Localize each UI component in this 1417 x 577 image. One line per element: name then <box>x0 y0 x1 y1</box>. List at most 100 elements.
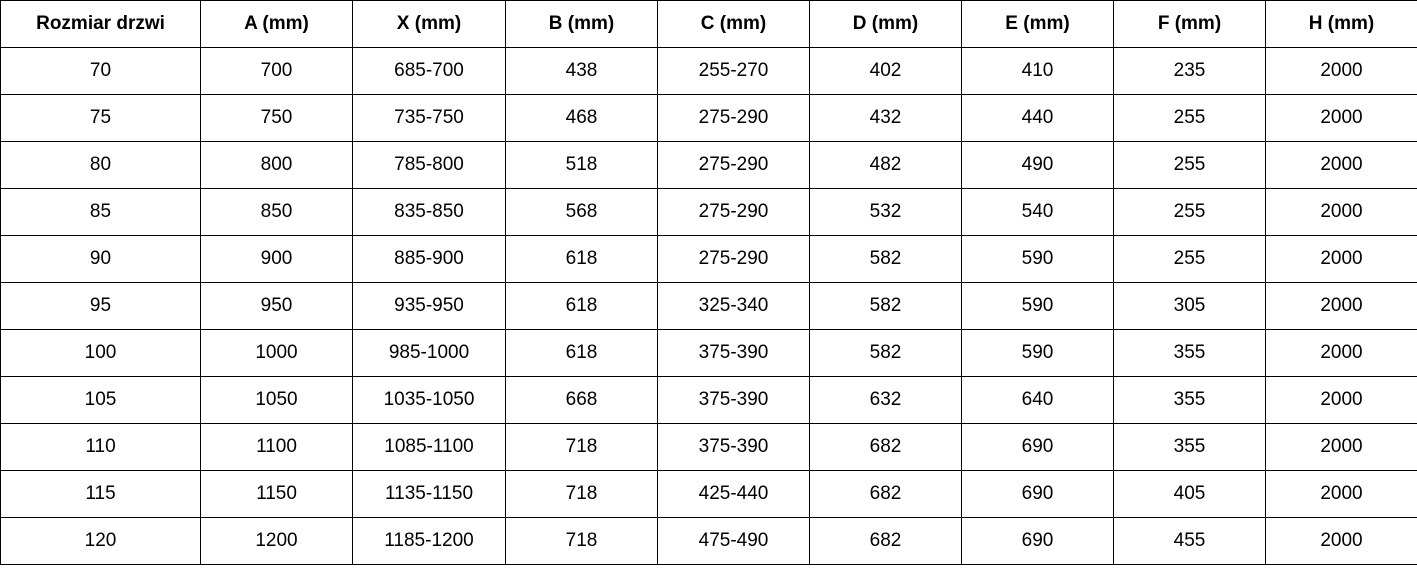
table-row: 100 1000 985-1000 618 375-390 582 590 355 2000 <box>0 329 1417 377</box>
table-cell: 582 <box>809 235 962 283</box>
table-row: 90 900 885-900 618 275-290 582 590 255 2000 <box>0 235 1417 283</box>
table-cell: 668 <box>505 376 658 424</box>
table-cell: 255 <box>1113 235 1266 283</box>
table-cell: 375-390 <box>657 329 810 377</box>
table-cell: 750 <box>200 94 353 142</box>
table-row: 110 1100 1085-1100 718 375-390 682 690 355 2000 <box>0 423 1417 471</box>
table-cell: 568 <box>505 188 658 236</box>
table-cell: 690 <box>961 517 1114 565</box>
table-cell: 518 <box>505 141 658 189</box>
table-cell: 355 <box>1113 329 1266 377</box>
table-cell: 120 <box>0 517 201 565</box>
table-row: 95 950 935-950 618 325-340 582 590 305 2000 <box>0 282 1417 330</box>
table-cell: 2000 <box>1265 235 1417 283</box>
table-cell: 438 <box>505 47 658 95</box>
column-header: B (mm) <box>505 0 658 48</box>
table-cell: 540 <box>961 188 1114 236</box>
column-header: E (mm) <box>961 0 1114 48</box>
table-cell: 275-290 <box>657 188 810 236</box>
table-cell: 255 <box>1113 94 1266 142</box>
table-cell: 718 <box>505 517 658 565</box>
table-cell: 1035-1050 <box>352 376 506 424</box>
table-cell: 690 <box>961 470 1114 518</box>
table-cell: 95 <box>0 282 201 330</box>
table-cell: 2000 <box>1265 94 1417 142</box>
table-cell: 682 <box>809 517 962 565</box>
table-cell: 590 <box>961 282 1114 330</box>
table-cell: 410 <box>961 47 1114 95</box>
table-cell: 900 <box>200 235 353 283</box>
table-cell: 490 <box>961 141 1114 189</box>
table-cell: 90 <box>0 235 201 283</box>
column-header: Rozmiar drzwi <box>0 0 201 48</box>
table-cell: 80 <box>0 141 201 189</box>
column-header: F (mm) <box>1113 0 1266 48</box>
table-cell: 85 <box>0 188 201 236</box>
table-cell: 618 <box>505 235 658 283</box>
table-cell: 532 <box>809 188 962 236</box>
table-cell: 935-950 <box>352 282 506 330</box>
table-cell: 1050 <box>200 376 353 424</box>
table-cell: 2000 <box>1265 141 1417 189</box>
table-cell: 800 <box>200 141 353 189</box>
table-cell: 640 <box>961 376 1114 424</box>
table-cell: 105 <box>0 376 201 424</box>
table-cell: 2000 <box>1265 470 1417 518</box>
table-row: 105 1050 1035-1050 668 375-390 632 640 355 2000 <box>0 376 1417 424</box>
column-header: A (mm) <box>200 0 353 48</box>
table-cell: 455 <box>1113 517 1266 565</box>
table-cell: 468 <box>505 94 658 142</box>
table-cell: 690 <box>961 423 1114 471</box>
table-cell: 70 <box>0 47 201 95</box>
table-cell: 110 <box>0 423 201 471</box>
table-cell: 402 <box>809 47 962 95</box>
table-cell: 2000 <box>1265 329 1417 377</box>
column-header: C (mm) <box>657 0 810 48</box>
table-cell: 1185-1200 <box>352 517 506 565</box>
table-cell: 2000 <box>1265 282 1417 330</box>
table-cell: 590 <box>961 329 1114 377</box>
table-cell: 1150 <box>200 470 353 518</box>
table-cell: 115 <box>0 470 201 518</box>
table-cell: 850 <box>200 188 353 236</box>
header-row: Rozmiar drzwi A (mm) X (mm) B (mm) C (mm) D (… <box>0 0 1417 48</box>
table-cell: 255 <box>1113 141 1266 189</box>
table-cell: 425-440 <box>657 470 810 518</box>
table-cell: 632 <box>809 376 962 424</box>
table-cell: 1135-1150 <box>352 470 506 518</box>
table-cell: 235 <box>1113 47 1266 95</box>
table-cell: 255-270 <box>657 47 810 95</box>
table-cell: 325-340 <box>657 282 810 330</box>
table-row: 115 1150 1135-1150 718 425-440 682 690 405 2000 <box>0 470 1417 518</box>
column-header: H (mm) <box>1265 0 1417 48</box>
table-cell: 475-490 <box>657 517 810 565</box>
door-dimensions-table: Rozmiar drzwi A (mm) X (mm) B (mm) C (mm) D (… <box>0 0 1417 565</box>
table-cell: 1000 <box>200 329 353 377</box>
table-cell: 2000 <box>1265 376 1417 424</box>
table-cell: 582 <box>809 282 962 330</box>
table-cell: 1100 <box>200 423 353 471</box>
table-cell: 375-390 <box>657 423 810 471</box>
table-cell: 682 <box>809 423 962 471</box>
column-header: D (mm) <box>809 0 962 48</box>
table-cell: 1200 <box>200 517 353 565</box>
table-cell: 682 <box>809 470 962 518</box>
table-cell: 440 <box>961 94 1114 142</box>
table-cell: 305 <box>1113 282 1266 330</box>
table-cell: 275-290 <box>657 94 810 142</box>
table-cell: 75 <box>0 94 201 142</box>
table-cell: 950 <box>200 282 353 330</box>
table-row: 75 750 735-750 468 275-290 432 440 255 2000 <box>0 94 1417 142</box>
table-cell: 432 <box>809 94 962 142</box>
table-cell: 2000 <box>1265 423 1417 471</box>
table-cell: 785-800 <box>352 141 506 189</box>
table-row: 70 700 685-700 438 255-270 402 410 235 2000 <box>0 47 1417 95</box>
table-row: 80 800 785-800 518 275-290 482 490 255 2000 <box>0 141 1417 189</box>
table-cell: 482 <box>809 141 962 189</box>
table-cell: 735-750 <box>352 94 506 142</box>
table-cell: 590 <box>961 235 1114 283</box>
table-cell: 355 <box>1113 376 1266 424</box>
table-cell: 835-850 <box>352 188 506 236</box>
table-cell: 718 <box>505 470 658 518</box>
table-cell: 355 <box>1113 423 1266 471</box>
